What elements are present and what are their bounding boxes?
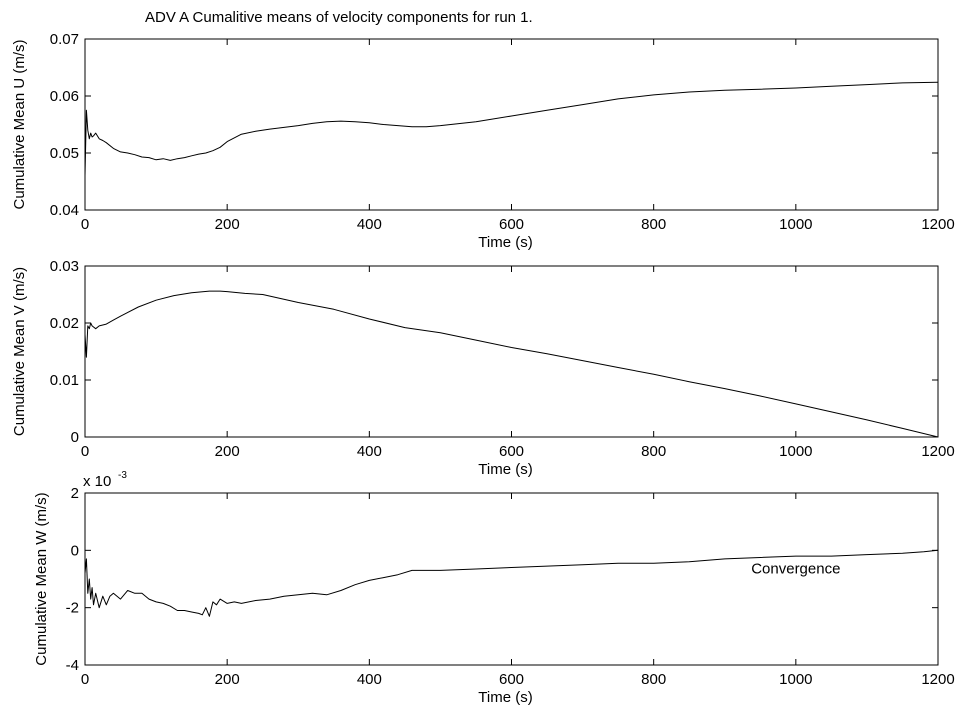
series-line-u (84, 81, 939, 176)
x-axis-label-v: Time (s) (478, 461, 532, 478)
y-tick-label-w: 0 (71, 542, 79, 559)
y-multiplier-w: x 10 (83, 473, 111, 490)
y-multiplier-exponent-w: -3 (118, 470, 127, 481)
series-line-v (84, 290, 939, 438)
x-tick-label-u: 1000 (779, 216, 812, 233)
x-tick-label-w: 200 (215, 671, 240, 688)
x-tick-label-u: 600 (499, 216, 524, 233)
x-tick-label-u: 0 (81, 216, 89, 233)
annotation-w: Convergence (751, 560, 840, 577)
y-tick-label-u: 0.05 (50, 145, 79, 162)
x-axis-label-w: Time (s) (478, 689, 532, 706)
x-tick-label-w: 0 (81, 671, 89, 688)
x-tick-label-w: 800 (641, 671, 666, 688)
x-tick-label-v: 600 (499, 443, 524, 460)
y-tick-label-u: 0.06 (50, 88, 79, 105)
x-tick-label-v: 1000 (779, 443, 812, 460)
y-tick-label-v: 0.02 (50, 315, 79, 332)
x-tick-label-w: 400 (357, 671, 382, 688)
y-tick-label-u: 0.07 (50, 31, 79, 48)
y-tick-label-v: 0.01 (50, 372, 79, 389)
x-tick-label-u: 400 (357, 216, 382, 233)
x-axis-label-u: Time (s) (478, 234, 532, 251)
x-tick-label-u: 200 (215, 216, 240, 233)
y-axis-label-u: Cumulative Mean U (m/s) (11, 39, 28, 209)
y-axis-label-v: Cumulative Mean V (m/s) (11, 267, 28, 436)
y-axis-label-w: Cumulative Mean W (m/s) (33, 492, 50, 665)
y-tick-label-w: 2 (71, 485, 79, 502)
x-tick-label-w: 600 (499, 671, 524, 688)
x-tick-label-v: 800 (641, 443, 666, 460)
panel-u: 0 200 400 600 800 1000 1200 0.04 0.05 0.06 0.07 Tim… (11, 31, 955, 251)
x-tick-label-u: 800 (641, 216, 666, 233)
x-tick-label-v: 1200 (921, 443, 954, 460)
x-tick-label-u: 1200 (921, 216, 954, 233)
x-tick-label-v: 0 (81, 443, 89, 460)
panel-w: 0 200 400 600 800 1000 1200 -4 -2 0 2 Time (s) Cumul… (33, 470, 955, 706)
x-tick-label-v: 200 (215, 443, 240, 460)
y-tick-label-u: 0.04 (50, 202, 79, 219)
series-line-w (84, 549, 939, 617)
y-tick-label-w: -4 (66, 657, 79, 674)
y-tick-label-w: -2 (66, 600, 79, 617)
figure-title: ADV A Cumalitive means of velocity compo… (145, 9, 533, 26)
y-tick-label-v: 0 (71, 429, 79, 446)
panel-v: 0 200 400 600 800 1000 1200 0 0.01 0.02 0.03 Time (… (11, 258, 955, 478)
x-tick-label-w: 1200 (921, 671, 954, 688)
x-tick-label-w: 1000 (779, 671, 812, 688)
x-tick-label-v: 400 (357, 443, 382, 460)
y-tick-label-v: 0.03 (50, 258, 79, 275)
